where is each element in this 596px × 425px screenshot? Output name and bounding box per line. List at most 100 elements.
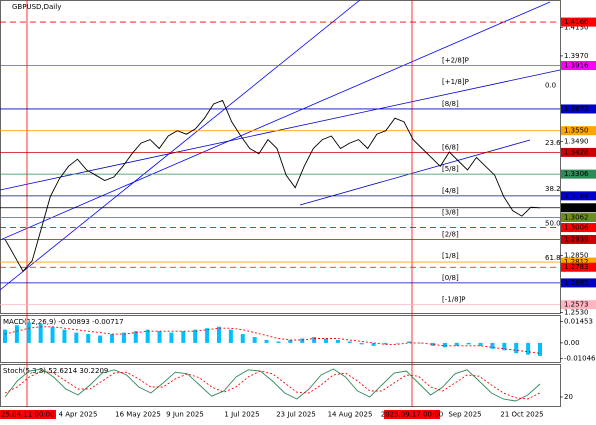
macd-bar — [217, 326, 221, 343]
murrey-label: [+2/8]P — [442, 57, 469, 65]
murrey-label: [4/8] — [442, 187, 459, 195]
fibo-label: 38.2 — [545, 185, 561, 193]
level-label: 1.2695 — [564, 279, 589, 287]
murrey-label: [6/8] — [442, 143, 459, 151]
level-label-box — [561, 300, 596, 310]
x-tick-label: 2025.09.17 00:00 — [381, 411, 443, 419]
x-tick-label: 4 Apr 2025 — [59, 411, 98, 419]
x-tick-label: 21 Oct 2025 — [500, 411, 543, 419]
level-label-box — [561, 257, 596, 267]
level-label: 1.2939 — [564, 235, 589, 243]
murrey-label: [0/8] — [442, 274, 459, 282]
level-label: 1.3672 — [564, 105, 589, 113]
y-tick-label: -0.01046 — [564, 354, 596, 362]
murrey-label: [-1/8]P — [442, 296, 465, 304]
level-label: 1.3428 — [564, 148, 589, 156]
x-tick-label: 9 Jun 2025 — [166, 411, 204, 419]
macd-bar — [240, 334, 245, 343]
level-label-box — [561, 234, 596, 244]
level-label-box — [561, 191, 596, 201]
macd-bar — [50, 326, 55, 343]
macd-bar — [526, 342, 531, 355]
macd-bar — [110, 334, 114, 343]
level-label: 1.4160 — [564, 18, 589, 26]
murrey-label: [3/8] — [442, 209, 459, 217]
series-line — [4, 99, 541, 273]
fibo-label: 23.6 — [545, 139, 561, 147]
level-label: 1.3916 — [564, 62, 589, 70]
stoch-frame — [0, 364, 561, 407]
level-label: 1.3184 — [564, 192, 589, 200]
macd-bar — [466, 342, 471, 345]
fibo-label: 61.8 — [545, 254, 561, 262]
macd-bar — [395, 342, 400, 344]
macd-bar — [169, 332, 174, 343]
fibo-label: 0.0 — [545, 82, 556, 90]
level-label-box — [561, 203, 596, 213]
macd-bar — [407, 341, 412, 343]
macd-bar — [264, 339, 269, 343]
macd-bar — [252, 337, 257, 343]
y-tick-label: 20 — [564, 393, 573, 401]
x-tick-label: 25.04.11 00:00 — [1, 411, 55, 419]
macd-bar — [454, 342, 459, 346]
price-frame — [0, 0, 561, 314]
trend-line — [0, 69, 561, 191]
level-label: 1.2573 — [564, 301, 589, 309]
macd-bar — [347, 341, 352, 343]
fibo-label: 50.0 — [545, 220, 561, 228]
series-line — [4, 370, 541, 400]
macd-bar — [133, 331, 138, 343]
level-label: 1.3006 — [564, 224, 589, 232]
macd-bar — [121, 332, 126, 343]
macd-bar — [490, 342, 495, 349]
murrey-label: [1/8] — [442, 252, 459, 260]
murrey-label: [+1/8]P — [442, 78, 469, 86]
macd-bar — [3, 329, 7, 343]
level-label-box — [561, 126, 596, 136]
stoch-title: Stoch(5,3,3) 52.6214 30.2209 — [3, 367, 108, 375]
chart-title: GBPUSD,Daily — [12, 3, 61, 11]
x-label-box — [0, 410, 56, 419]
level-label-box — [561, 278, 596, 288]
level-label: 1.2783 — [564, 263, 589, 271]
macd-bar — [98, 335, 103, 343]
x-tick-label: 14 Aug 2025 — [328, 411, 373, 419]
macd-bar — [26, 322, 31, 343]
y-tick-label: 1.2530 — [564, 308, 589, 316]
murrey-label: [8/8] — [442, 100, 459, 108]
macd-bar — [38, 323, 43, 343]
level-label: 1.3550 — [564, 127, 589, 135]
murrey-label: [2/8] — [442, 230, 459, 238]
macd-bar — [335, 339, 340, 343]
macd-bar — [383, 342, 388, 345]
trend-line — [0, 1, 551, 241]
macd-bar — [478, 342, 483, 346]
macd-bar — [145, 329, 150, 343]
level-label-box — [561, 17, 596, 27]
macd-bar — [205, 328, 210, 343]
y-tick-label: 0.00 — [564, 339, 580, 347]
macd-bar — [502, 342, 507, 351]
x-tick-label: 16 May 2025 — [115, 411, 161, 419]
x-label-box — [384, 410, 440, 419]
macd-bar — [288, 339, 293, 343]
level-label-box — [561, 104, 596, 114]
level-label-box — [561, 147, 596, 157]
y-tick-label: 1.4130 — [564, 23, 589, 31]
macd-bar — [157, 331, 162, 343]
trend-line — [0, 0, 361, 291]
macd-bar — [514, 342, 519, 354]
level-label: 1.2812 — [564, 258, 589, 266]
x-tick-label: 23 Jul 2025 — [276, 411, 316, 419]
x-tick-label: 1 Jul 2025 — [224, 411, 259, 419]
macd-bar — [300, 338, 305, 343]
macd-bar — [181, 331, 186, 343]
macd-bar — [419, 342, 424, 344]
level-label-box — [561, 169, 596, 179]
series-line — [4, 368, 541, 402]
level-label-box — [561, 223, 596, 233]
macd-frame — [0, 315, 561, 363]
level-label-box — [561, 61, 596, 71]
